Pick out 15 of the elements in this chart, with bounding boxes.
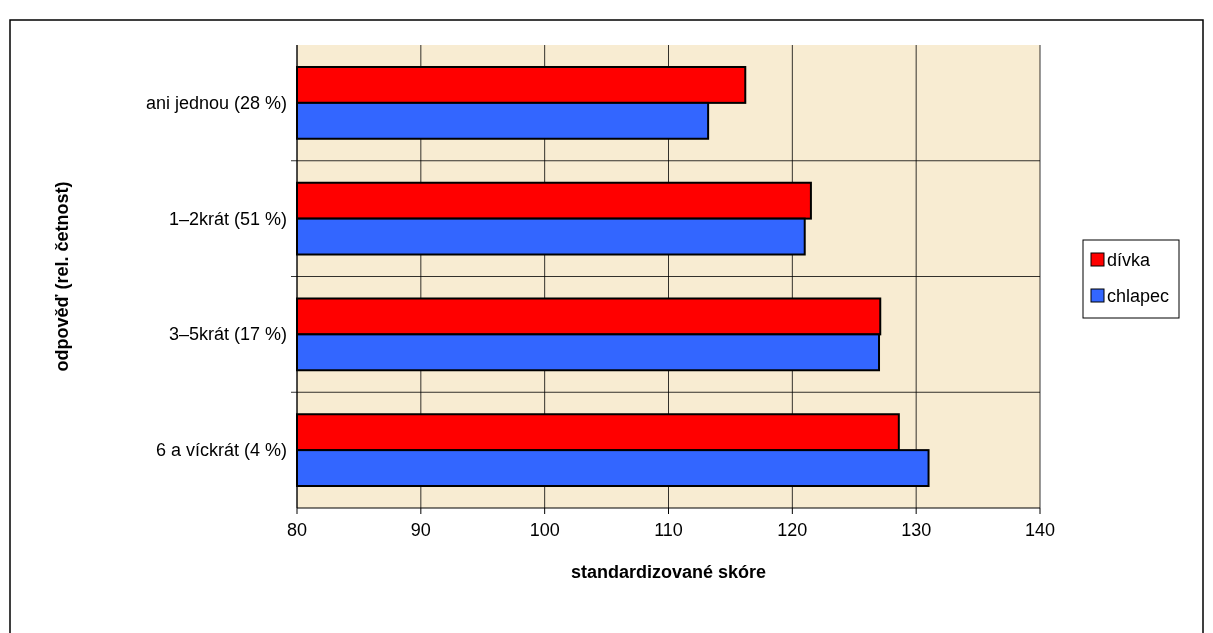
legend-label: dívka bbox=[1107, 250, 1152, 270]
legend-label: chlapec bbox=[1107, 286, 1170, 306]
x-tick-label: 90 bbox=[410, 520, 431, 540]
y-tick-label: 1–2krát (51 %) bbox=[168, 208, 287, 229]
y-tick-label: ani jednou (28 %) bbox=[145, 92, 287, 113]
x-tick-label: 120 bbox=[777, 520, 808, 540]
x-axis-title: standardizované skóre bbox=[570, 562, 767, 582]
x-tick-label: 140 bbox=[1024, 520, 1056, 540]
y-axis-title: odpověď (rel. četnost) bbox=[52, 181, 72, 372]
y-tick-label: 6 a víckrát (4 %) bbox=[155, 440, 287, 461]
x-tick-label: 80 bbox=[286, 520, 308, 540]
y-tick-label: 3–5krát (17 %) bbox=[168, 324, 287, 345]
x-tick-label: 110 bbox=[654, 520, 683, 540]
x-tick-label: 100 bbox=[529, 520, 560, 540]
x-tick-label: 130 bbox=[901, 520, 932, 540]
